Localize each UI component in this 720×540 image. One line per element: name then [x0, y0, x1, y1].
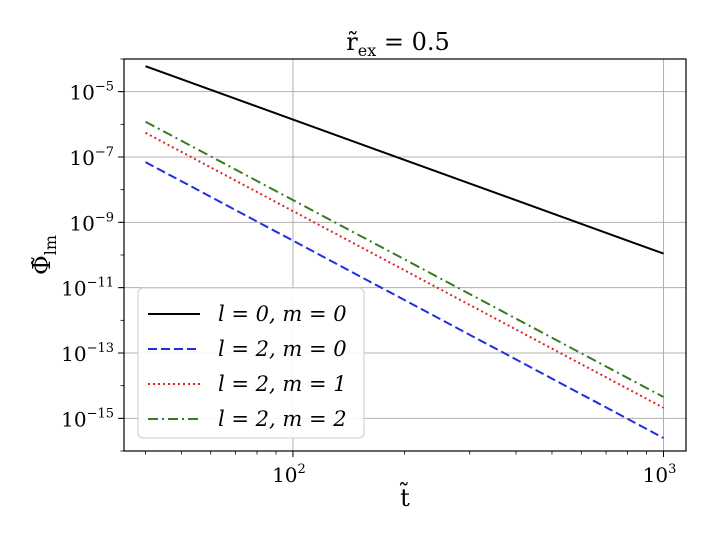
x-tick-label: 102	[272, 462, 306, 487]
x-axis-title: t̃	[400, 481, 410, 512]
legend-label: l = 0, m = 0	[218, 302, 347, 326]
series-layer	[145, 65, 664, 439]
series-line-3	[145, 120, 664, 398]
x-tick-label: 103	[643, 462, 677, 487]
y-tick-label: 10−9	[69, 210, 114, 235]
legend-label: l = 2, m = 2	[218, 407, 347, 431]
y-tick-label: 10−5	[69, 80, 114, 105]
y-axis-title: Φ̃lm	[28, 235, 60, 275]
y-tick-label: 10−11	[61, 276, 114, 301]
legend-label: l = 2, m = 0	[218, 337, 347, 361]
y-tick-label: 10−7	[69, 145, 114, 170]
series-line-0	[145, 65, 664, 255]
y-tick-label: 10−15	[61, 406, 114, 431]
legend-box	[137, 287, 365, 439]
legend-label: l = 2, m = 1	[218, 372, 347, 396]
y-tick-label: 10−13	[61, 341, 114, 366]
legend: l = 0, m = 0 l = 2, m = 0 l = 2, m = 1 l = …	[137, 287, 365, 439]
tick-layer: 10−5 10−7 10−9 10−11 10−13 10−15 102 103	[61, 58, 677, 487]
chart-title: r̃ex = 0.5	[346, 28, 450, 60]
series-line-1	[145, 161, 664, 439]
